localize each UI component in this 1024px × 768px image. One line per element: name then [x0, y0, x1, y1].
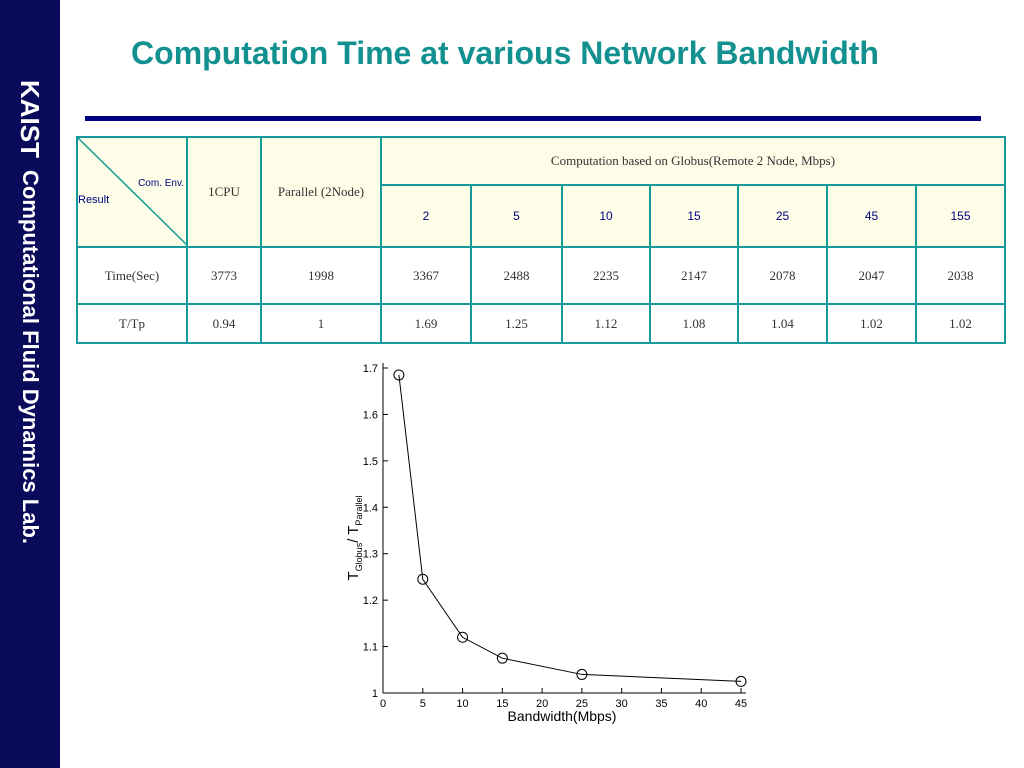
- corner-bottom: Result: [78, 194, 110, 206]
- cell: 1.02: [826, 303, 917, 344]
- cell: 1.02: [915, 303, 1006, 344]
- marker: [735, 675, 747, 687]
- y-tick-label: 1.3: [363, 549, 378, 561]
- y-tick-label: 1.1: [363, 642, 378, 654]
- x-tick-label: 10: [456, 698, 468, 710]
- lab: Computational Fluid Dynamics Lab.: [18, 170, 43, 545]
- y-axis-label: TGlobus/ TParallel: [345, 496, 364, 581]
- header: 1CPU: [186, 136, 262, 248]
- x-tick-label: 15: [496, 698, 508, 710]
- bandwidth: 5: [470, 184, 563, 248]
- marker: [417, 573, 429, 585]
- cell: 1.12: [561, 303, 651, 344]
- bandwidth: 15: [649, 184, 739, 248]
- x-tick-label: 20: [536, 698, 548, 710]
- x-tick-label: 40: [695, 698, 707, 710]
- y-axis-label-part: Globus: [354, 542, 364, 571]
- title: Computation Time at various Network Band…: [131, 35, 879, 71]
- cell: 3773: [186, 246, 262, 305]
- x-tick-label: 45: [735, 698, 747, 710]
- bandwidth: 155: [915, 184, 1006, 248]
- x-tick-label: 5: [420, 698, 426, 710]
- cell: 2235: [561, 246, 651, 305]
- corner-top: Com. Env.: [138, 178, 184, 189]
- y-tick-label: 1.7: [363, 363, 378, 375]
- sidebar-text: KAIST Computational Fluid Dynamics Lab.: [14, 80, 45, 544]
- y-axis-label-part: Parallel: [354, 496, 364, 526]
- cell: 3367: [380, 246, 472, 305]
- marker: [457, 631, 469, 643]
- cell: 2147: [649, 246, 739, 305]
- header: Parallel (2Node): [260, 136, 382, 248]
- y-axis-label-part: / T: [345, 526, 362, 543]
- bandwidth: 2: [380, 184, 472, 248]
- marker: [576, 668, 588, 680]
- rule: [85, 116, 981, 121]
- marker: [496, 652, 508, 664]
- chart: 1 1.1 1.2 1.3 1.4 1.5 1.6 1.7 0 5 10 15 20 25 30 35 40 45…: [345, 363, 747, 724]
- cell: 2078: [737, 246, 828, 305]
- cell: 1998: [260, 246, 382, 305]
- cell: 1.04: [737, 303, 828, 344]
- y-tick-label: 1: [372, 688, 378, 700]
- x-tick-label: 25: [576, 698, 588, 710]
- bandwidth: 10: [561, 184, 651, 248]
- y-tick-label: 1.5: [363, 456, 378, 468]
- cell: 1.08: [649, 303, 739, 344]
- bandwidth: 25: [737, 184, 828, 248]
- x-axis-label: Bandwidth(Mbps): [508, 708, 617, 724]
- cell: 2488: [470, 246, 563, 305]
- x-tick-label: 30: [616, 698, 628, 710]
- header: Computation based on Globus(Remote 2 Nod…: [380, 136, 1006, 186]
- x-tick-label: 35: [655, 698, 667, 710]
- bandwidth: 45: [826, 184, 917, 248]
- sidebar: KAIST Computational Fluid Dynamics Lab.: [0, 0, 60, 768]
- cell: 2038: [915, 246, 1006, 305]
- marker: [393, 369, 405, 381]
- row-label: Time(Sec): [76, 246, 188, 305]
- line: [398, 374, 742, 682]
- corner-cell: Com. Env. Result: [76, 136, 188, 248]
- cell: 1.69: [380, 303, 472, 344]
- y-tick-label: 1.6: [363, 409, 378, 421]
- table: Com. Env. Result 1CPU Parallel (2Node) C…: [76, 136, 1006, 344]
- row-label: T/Tp: [76, 303, 188, 344]
- y-tick-label: 1.2: [363, 595, 378, 607]
- cell: 1: [260, 303, 382, 344]
- cell: 2047: [826, 246, 917, 305]
- cell: 0.94: [186, 303, 262, 344]
- org: KAIST: [15, 80, 45, 158]
- diagonal: [78, 138, 188, 246]
- y-tick-label: 1.4: [363, 502, 378, 514]
- x-tick-label: 0: [380, 698, 386, 710]
- y-axis-label-part: T: [345, 571, 362, 580]
- cell: 1.25: [470, 303, 563, 344]
